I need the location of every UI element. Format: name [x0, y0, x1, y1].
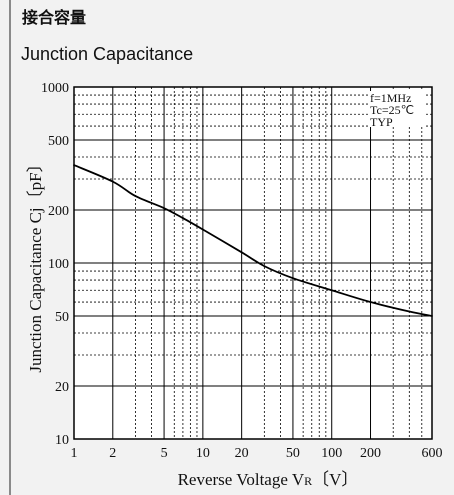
annotation-text: Tc=25℃: [370, 103, 414, 117]
y-tick-label: 50: [55, 310, 69, 325]
data-point: [369, 301, 372, 303]
x-tick-label: 600: [422, 446, 443, 461]
y-axis-label: Junction Capacitance Cj〔pF〕: [26, 155, 45, 372]
data-point: [111, 180, 114, 183]
data-point: [292, 277, 294, 280]
data-point: [263, 265, 266, 268]
y-tick-label: 1000: [41, 81, 69, 96]
y-tick-labels: 10 20 50 100 200 500 1000: [41, 81, 69, 448]
y-tick-label: 10: [55, 433, 69, 448]
annotation-text: TYP: [370, 115, 393, 129]
data-point: [408, 310, 411, 313]
annotation-text: f=1MHz: [370, 91, 411, 105]
data-point: [201, 228, 204, 231]
x-tick-label: 1: [71, 446, 78, 461]
x-tick-label: 200: [360, 446, 381, 461]
chart-title-japanese: 接合容量: [22, 8, 87, 27]
annotation-background: [369, 103, 425, 115]
y-tick-label: 500: [48, 134, 69, 149]
data-point: [134, 195, 137, 197]
data-point: [182, 217, 184, 219]
x-tick-label: 20: [235, 446, 249, 461]
x-tick-labels: 1 2 5 10 20 50 100 200 600: [71, 446, 443, 461]
x-tick-label: 5: [161, 446, 168, 461]
chart-title-english: Junction Capacitance: [21, 44, 194, 64]
x-tick-label: 100: [321, 446, 342, 461]
x-tick-label: 10: [196, 446, 210, 461]
y-tick-label: 200: [48, 204, 69, 219]
data-point: [163, 207, 165, 210]
y-tick-label: 100: [48, 257, 69, 272]
x-tick-label: 50: [286, 446, 300, 461]
annotation-background: [369, 91, 425, 103]
x-axis-label: Reverse Voltage VR〔V〕: [178, 470, 359, 489]
data-point: [240, 251, 243, 254]
plot-frame: [73, 86, 433, 440]
left-border-rule: [9, 0, 11, 495]
annotation-background: [369, 115, 425, 127]
x-tick-label: 2: [109, 446, 116, 461]
major-grid: [73, 86, 433, 440]
y-tick-label: 20: [55, 380, 69, 395]
data-point: [330, 289, 333, 292]
